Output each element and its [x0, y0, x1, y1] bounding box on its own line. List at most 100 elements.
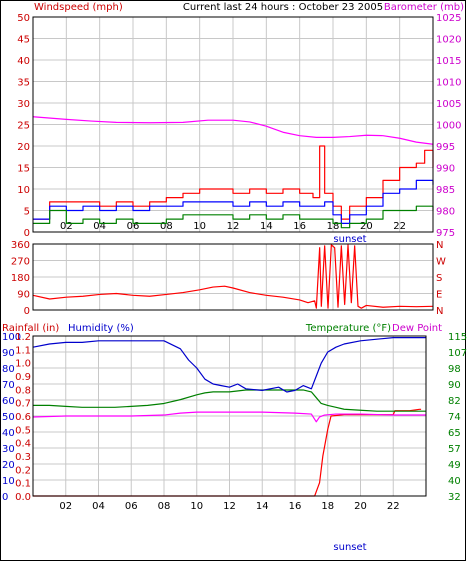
humidity-tick-labels: 0 10 20 30 40 50 60 70 80 90 100 — [2, 332, 21, 503]
humidity-tick-50: 50 — [2, 412, 15, 423]
windspeed-tick-35: 35 — [17, 78, 30, 89]
wind-line — [33, 205, 434, 229]
top-hour-tick-12: 12 — [227, 221, 240, 232]
rainfall-tick-0.9: 0.9 — [15, 372, 31, 383]
windspeed-tick-20: 20 — [17, 142, 30, 153]
degree-tick-0: 0 — [24, 306, 30, 317]
windspeed-tick-50: 50 — [17, 13, 30, 24]
temperature-tick-107: 107 — [448, 348, 467, 359]
bottom-hour-tick-02: 02 — [59, 501, 72, 512]
degree-tick-180: 180 — [11, 273, 30, 284]
compass-tick-N-0: N — [436, 306, 443, 317]
windspeed-tick-0: 0 — [24, 228, 30, 239]
dewpoint-line — [32, 411, 426, 423]
humidity-temperature-panel: Rainfall (in) Humidity (%) Temperature (… — [2, 323, 467, 553]
top-hour-tick-18: 18 — [327, 221, 340, 232]
top-hour-tick-04: 04 — [93, 221, 106, 232]
compass-tick-S-2: S — [436, 273, 442, 284]
top-hour-tick-16: 16 — [293, 221, 306, 232]
temperature-tick-labels: 32 40 49 57 65 74 82 90 98 107 115 — [448, 332, 467, 503]
temperature-tick-90: 90 — [448, 380, 461, 391]
compass-tick-W-3: W — [436, 257, 446, 268]
average-wind-line — [33, 179, 434, 224]
barometer-tick-labels: 975 980 985 990 995 1000 1005 1010 1015 1020 1025 — [436, 13, 461, 239]
humidity-axis-label: Humidity (%) — [68, 323, 134, 334]
rainfall-tick-1.1: 1.1 — [15, 345, 31, 356]
humidity-tick-70: 70 — [2, 380, 15, 391]
top-hour-tick-02: 02 — [60, 221, 73, 232]
bottom-hour-tick-04: 04 — [92, 501, 105, 512]
barometer-tick-980: 980 — [436, 207, 455, 218]
dewpoint-axis-label: Dew Point — [392, 323, 442, 334]
top-hour-tick-08: 08 — [160, 221, 173, 232]
barometer-tick-1015: 1015 — [436, 56, 461, 67]
degree-tick-90: 90 — [17, 290, 30, 301]
bottom-hour-tick-08: 08 — [158, 501, 171, 512]
windspeed-axis-label: Windspeed (mph) — [34, 2, 123, 13]
direction-plot-frame — [32, 243, 434, 311]
top-hour-tick-10: 10 — [193, 221, 206, 232]
wind-plot-frame — [32, 16, 434, 233]
humidity-tick-10: 10 — [2, 476, 15, 487]
barometer-axis-label: Barometer (mb) — [384, 2, 464, 13]
rainfall-tick-0.5: 0.5 — [15, 425, 31, 436]
windspeed-tick-40: 40 — [17, 56, 30, 67]
windspeed-tick-45: 45 — [17, 35, 30, 46]
rainfall-tick-0.4: 0.4 — [15, 439, 31, 450]
temperature-tick-49: 49 — [448, 460, 461, 471]
barometer-tick-1020: 1020 — [436, 35, 461, 46]
degree-tick-270: 270 — [11, 257, 30, 268]
rainfall-tick-1.2: 1.2 — [15, 332, 31, 343]
x-tick-labels: 02 04 06 08 10 12 14 16 18 20 22 — [59, 501, 399, 512]
humidity-tick-30: 30 — [2, 444, 15, 455]
bottom-hour-tick-12: 12 — [223, 501, 236, 512]
bottom-hour-tick-10: 10 — [190, 501, 203, 512]
humidity-line — [32, 337, 426, 393]
humidity-tick-20: 20 — [2, 460, 15, 471]
x-tick-labels: 02 04 06 08 10 12 14 16 18 20 22 — [60, 221, 406, 232]
sunset-label-bottom: sunset — [333, 542, 366, 553]
rainfall-tick-0.0: 0.0 — [15, 492, 31, 503]
barometer-tick-1000: 1000 — [436, 121, 461, 132]
humidity-tick-0: 0 — [2, 492, 8, 503]
rainfall-tick-0.2: 0.2 — [15, 465, 31, 476]
barometer-tick-1025: 1025 — [436, 13, 461, 24]
temperature-tick-32: 32 — [448, 492, 461, 503]
barometer-tick-1010: 1010 — [436, 78, 461, 89]
bottom-hour-tick-14: 14 — [256, 501, 269, 512]
compass-tick-E-1: E — [436, 290, 442, 301]
rainfall-tick-0.6: 0.6 — [15, 412, 31, 423]
sunset-label-top: sunset — [333, 234, 366, 245]
degree-tick-labels: 0 90 180 270 360 — [11, 240, 30, 317]
barometer-tick-975: 975 — [436, 228, 455, 239]
bottom-hour-tick-06: 06 — [125, 501, 138, 512]
barometer-tick-995: 995 — [436, 142, 455, 153]
rainfall-tick-1.0: 1.0 — [15, 359, 31, 370]
bottom-hour-tick-22: 22 — [387, 501, 400, 512]
rainfall-axis-label: Rainfall (in) — [2, 323, 59, 334]
barometer-tick-990: 990 — [436, 164, 455, 175]
top-hour-tick-22: 22 — [393, 221, 406, 232]
top-hour-tick-14: 14 — [260, 221, 273, 232]
temperature-tick-82: 82 — [448, 396, 461, 407]
windspeed-tick-25: 25 — [17, 121, 30, 132]
rainfall-tick-0.3: 0.3 — [15, 452, 31, 463]
barometer-tick-985: 985 — [436, 185, 455, 196]
bottom-hour-tick-20: 20 — [354, 501, 367, 512]
wind-barometer-panel: Current last 24 hours : October 23 2005 … — [17, 2, 464, 245]
windspeed-tick-30: 30 — [17, 99, 30, 110]
temperature-tick-40: 40 — [448, 476, 461, 487]
barometer-tick-1005: 1005 — [436, 99, 461, 110]
series-lines — [32, 337, 426, 497]
windspeed-tick-15: 15 — [17, 164, 30, 175]
temperature-tick-98: 98 — [448, 364, 461, 375]
rainfall-tick-0.1: 0.1 — [15, 479, 31, 490]
top-hour-tick-06: 06 — [127, 221, 140, 232]
temperature-tick-74: 74 — [448, 412, 461, 423]
humidity-tick-60: 60 — [2, 396, 15, 407]
compass-tick-N-4: N — [436, 240, 443, 251]
temperature-axis-label: Temperature (°F) — [305, 323, 391, 334]
windspeed-tick-10: 10 — [17, 185, 30, 196]
